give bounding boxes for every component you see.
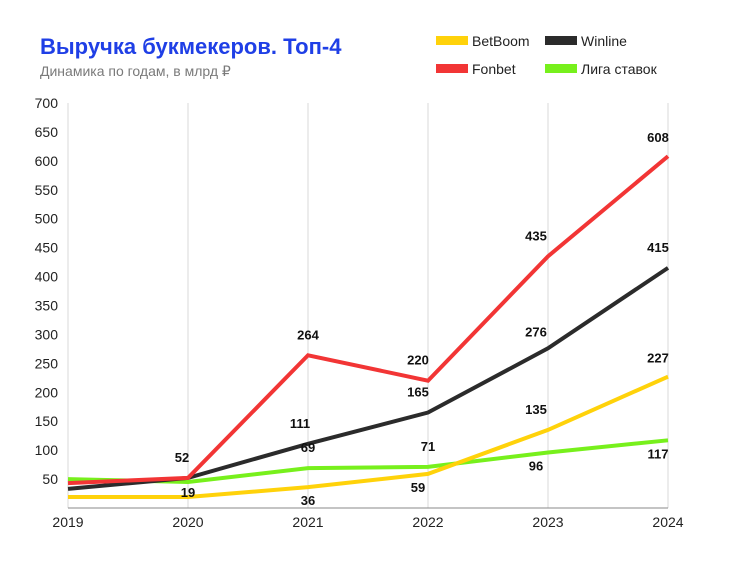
- legend-label-liga: Лига ставок: [581, 61, 657, 77]
- data-label-лига-ставок-2023: 96: [529, 458, 543, 473]
- data-label-лига-ставок-2022: 71: [421, 439, 435, 454]
- legend-label-fonbet: Fonbet: [472, 61, 516, 77]
- x-tick-label-2023: 2023: [532, 514, 563, 530]
- data-label-fonbet-2024: 608: [647, 130, 669, 145]
- y-tick-label-600: 600: [35, 153, 59, 169]
- legend-swatch-winline: [545, 36, 577, 45]
- y-tick-label-200: 200: [35, 384, 59, 400]
- data-label-лига-ставок-2024: 117: [648, 446, 669, 461]
- data-label-fonbet-2023: 435: [525, 228, 547, 243]
- y-tick-label-500: 500: [35, 211, 59, 227]
- y-tick-label-400: 400: [35, 269, 59, 285]
- data-label-betboom-2023: 135: [525, 402, 547, 417]
- y-tick-label-300: 300: [35, 326, 59, 342]
- data-label-fonbet-2021: 264: [297, 327, 319, 342]
- series-line-лига-ставок: [67, 438, 669, 484]
- data-label-winline-2022: 165: [407, 385, 429, 400]
- data-label-betboom-2024: 227: [647, 351, 669, 366]
- x-tick-label-2020: 2020: [172, 514, 203, 530]
- data-label-winline-2024: 415: [647, 240, 669, 255]
- y-tick-label-550: 550: [35, 182, 59, 198]
- y-tick-label-650: 650: [35, 124, 59, 140]
- y-tick-label-700: 700: [35, 95, 59, 111]
- y-tick-label-250: 250: [35, 355, 59, 371]
- data-label-betboom-2021: 36: [301, 493, 315, 508]
- x-tick-label-2019: 2019: [52, 514, 83, 530]
- data-label-fonbet-2020: 52: [175, 450, 189, 465]
- x-tick-label-2024: 2024: [652, 514, 683, 530]
- x-tick-label-2021: 2021: [292, 514, 323, 530]
- legend-label-winline: Winline: [581, 33, 627, 49]
- series-line-fonbet: [67, 154, 670, 486]
- series-line-betboom: [68, 374, 669, 500]
- legend-label-betboom: BetBoom: [472, 33, 530, 49]
- data-label-betboom-2020: 19: [181, 485, 195, 500]
- y-tick-label-350: 350: [35, 298, 59, 314]
- data-label-winline-2023: 276: [525, 324, 547, 339]
- y-tick-label-450: 450: [35, 240, 59, 256]
- data-label-betboom-2022: 59: [411, 480, 425, 495]
- legend-swatch-fonbet: [436, 64, 468, 73]
- y-tick-label-50: 50: [42, 471, 58, 487]
- data-label-fonbet-2022: 220: [407, 353, 429, 368]
- chart-subtitle: Динамика по годам, в млрд ₽: [40, 63, 231, 79]
- y-tick-label-100: 100: [35, 442, 59, 458]
- data-label-winline-2021: 111: [290, 416, 310, 431]
- series-line-winline: [67, 266, 670, 491]
- x-tick-label-2022: 2022: [412, 514, 443, 530]
- legend-swatch-liga: [545, 64, 577, 73]
- legend-swatch-betboom: [436, 36, 468, 45]
- chart-title: Выручка букмекеров. Топ-4: [40, 34, 342, 59]
- data-label-лига-ставок-2021: 69: [301, 440, 315, 455]
- y-tick-label-150: 150: [35, 413, 59, 429]
